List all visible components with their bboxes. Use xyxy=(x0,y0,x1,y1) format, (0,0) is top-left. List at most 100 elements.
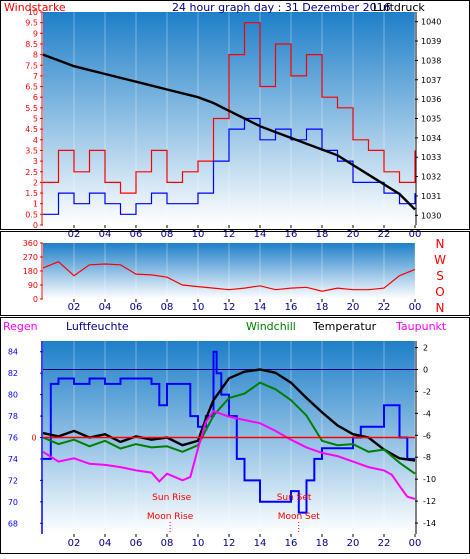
direction-tick-label: 270 xyxy=(23,253,38,262)
pressure-series xyxy=(42,53,416,211)
wind-tick-label: 5 xyxy=(33,115,38,124)
temperature-humidity-series xyxy=(42,350,416,514)
temperature-humidity-x-tick-label: 18 xyxy=(316,538,329,549)
event-label: Sun Rise xyxy=(152,493,191,503)
compass-label: W xyxy=(434,253,446,267)
wind-direction-x-tick-label: 00 xyxy=(409,302,422,313)
humidity-tick-label: 70 xyxy=(8,498,18,507)
compass-label: O xyxy=(435,285,444,299)
humidity-tick-label: 74 xyxy=(8,455,18,464)
wind-direction-x-tick-label: 20 xyxy=(347,302,360,313)
windchill-series xyxy=(42,381,416,475)
wind-tick-label: 4 xyxy=(33,136,38,145)
wind-pressure-x-tick-label: 04 xyxy=(99,229,112,240)
pressure-tick-label: 1040 xyxy=(421,18,441,27)
pressure-tick-label: 1035 xyxy=(421,115,441,124)
humidity-tick-label: 82 xyxy=(8,369,18,378)
pressure-tick-label: 1038 xyxy=(421,56,441,65)
temperature-tick-label: -4 xyxy=(423,409,431,418)
wind-speed-series xyxy=(43,22,416,194)
pressure-tick-label: 1036 xyxy=(421,95,441,104)
wind-direction-series xyxy=(42,261,416,292)
wind-pressure-x-tick-label: 00 xyxy=(409,229,422,240)
pressure-tick-label: 1031 xyxy=(421,192,441,201)
temperature-humidity-x-tick-label: 10 xyxy=(192,538,205,549)
wind-tick-label: 6 xyxy=(33,93,38,102)
temperature-humidity-x-tick-label: 22 xyxy=(378,538,391,549)
temperature-humidity-x-tick-label: 14 xyxy=(254,538,267,549)
dewpoint-legend: Taupunkt xyxy=(395,320,447,333)
direction-tick-label: 360 xyxy=(23,239,38,248)
wind-direction-x-tick-label: 14 xyxy=(254,302,267,313)
wind-tick-label: 5.5 xyxy=(25,104,38,113)
sun-moon-events: Sun Rise Sun Set Moon Rise Moon Set xyxy=(147,493,320,534)
temperature-humidity-x-tick-label: 12 xyxy=(223,538,236,549)
direction-tick-label: 0 xyxy=(33,295,38,304)
temperature-humidity-x-tick-label: 06 xyxy=(130,538,143,549)
wind-tick-label: 10 xyxy=(28,8,38,17)
wind-direction-x-tick-label: 10 xyxy=(192,302,205,313)
humidity-ticks: 68 70 72 74 76 78 80 82 84 0 xyxy=(8,341,43,534)
temperature-tick-label: -8 xyxy=(423,453,431,462)
rain-tick-label: 0 xyxy=(31,434,36,443)
humidity-tick-label: 68 xyxy=(8,519,18,528)
temperature-humidity-x-tick-label: 02 xyxy=(68,538,81,549)
temperature-humidity-x-tick-label: 08 xyxy=(161,538,174,549)
humidity-legend: Luftfeuchte xyxy=(66,320,129,333)
wind-direction-x-tick-label: 22 xyxy=(378,302,391,313)
humidity-tick-label: 84 xyxy=(8,348,18,357)
wind-pressure-panel: Windstarke 24 hour graph day : 31 Dezemb… xyxy=(0,0,470,240)
temperature-tick-label: -6 xyxy=(423,431,431,440)
pressure-tick-label: 1032 xyxy=(421,173,441,182)
temperature-humidity-panel: Regen Luftfeuchte Windchill Temperatur T… xyxy=(0,317,470,554)
temperature-tick-label: -14 xyxy=(423,519,436,528)
wind-pressure-x-tick-label: 08 xyxy=(161,229,174,240)
wind-tick-label: 2.5 xyxy=(25,168,38,177)
wind-tick-label: 3.5 xyxy=(25,146,38,155)
temperature-ticks: 2 0 -2 -4 -6 -8 -10 -12 -14 xyxy=(43,341,436,534)
wind-tick-label: 7.5 xyxy=(25,61,38,70)
wind-tick-label: 7 xyxy=(33,72,38,81)
temperature-humidity-x-tick-label: 20 xyxy=(347,538,360,549)
event-label: Moon Rise xyxy=(147,512,194,522)
wind-direction-grid: 02 04 06 08 10 12 14 16 18 20 22 00 xyxy=(68,243,422,313)
pressure-tick-label: 1037 xyxy=(421,76,441,85)
wind-pressure-x-tick-label: 12 xyxy=(223,229,236,240)
wind-pressure-x-tick-label: 02 xyxy=(68,229,81,240)
wind-direction-x-tick-label: 16 xyxy=(285,302,298,313)
wind-axis-label: Windstarke xyxy=(4,1,66,14)
wind-tick-label: 6.5 xyxy=(25,83,38,92)
pressure-tick-label: 1033 xyxy=(421,153,441,162)
event-label: Sun Set xyxy=(277,493,312,503)
wind-direction-x-tick-label: 08 xyxy=(161,302,174,313)
wind-direction-x-tick-label: 02 xyxy=(68,302,81,313)
wind-tick-label: 0.5 xyxy=(25,210,38,219)
wind-pressure-x-tick-label: 14 xyxy=(254,229,267,240)
humidity-tick-label: 80 xyxy=(8,391,18,400)
temperature-tick-label: -10 xyxy=(423,475,436,484)
wind-tick-label: 9.5 xyxy=(25,19,38,28)
dewpoint-series xyxy=(42,410,416,500)
wind-tick-label: 8.5 xyxy=(25,40,38,49)
wind-pressure-series xyxy=(42,22,416,215)
wind-tick-label: 1.5 xyxy=(25,189,38,198)
pressure-tick-label: 1030 xyxy=(421,211,441,220)
wind-tick-label: 3 xyxy=(33,157,38,166)
wind-direction-x-tick-label: 06 xyxy=(130,302,143,313)
temperature-tick-label: 2 xyxy=(423,344,428,353)
wind-tick-label: 9 xyxy=(33,29,38,38)
wind-direction-series xyxy=(42,261,416,292)
compass-label: S xyxy=(436,269,444,283)
humidity-tick-label: 78 xyxy=(8,412,18,421)
temperature-series xyxy=(42,368,416,462)
compass-label: N xyxy=(436,301,445,315)
wind-tick-label: 1 xyxy=(33,200,38,209)
wind-direction-x-tick-label: 18 xyxy=(316,302,329,313)
pressure-tick-label: 1034 xyxy=(421,134,441,143)
wind-tick-label: 4.5 xyxy=(25,125,38,134)
direction-tick-label: 90 xyxy=(28,281,38,290)
wind-tick-label: 2 xyxy=(33,178,38,187)
wind-pressure-x-tick-label: 22 xyxy=(378,229,391,240)
